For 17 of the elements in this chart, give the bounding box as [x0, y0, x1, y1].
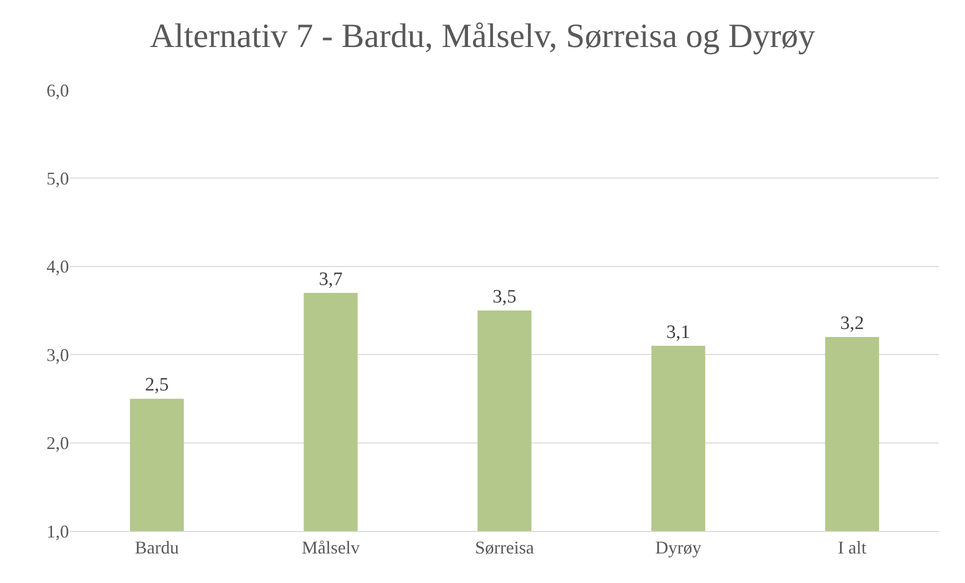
x-tick-label: Målselv	[302, 538, 360, 558]
data-label: 3,7	[318, 268, 343, 290]
data-label: 3,2	[840, 312, 864, 334]
y-tick-label: 2,0	[46, 433, 69, 454]
y-tick-label: 4,0	[46, 256, 69, 277]
data-label: 2,5	[145, 374, 169, 396]
data-label: 3,1	[666, 322, 690, 343]
y-tick-label: 6,0	[46, 80, 69, 100]
chart-title: Alternativ 7 - Bardu, Målselv, Sørreisa og Dyrøy	[150, 18, 816, 56]
x-tick-label: Bardu	[134, 538, 179, 558]
x-tick-label: Sørreisa	[475, 538, 534, 558]
x-tick-label: Dyrøy	[655, 538, 702, 558]
y-tick-label: 3,0	[46, 344, 69, 365]
data-label: 3,5	[492, 286, 516, 308]
y-tick-label: 5,0	[46, 168, 69, 188]
y-tick-label: 1,0	[46, 521, 69, 542]
x-tick-label: I alt	[838, 538, 866, 558]
